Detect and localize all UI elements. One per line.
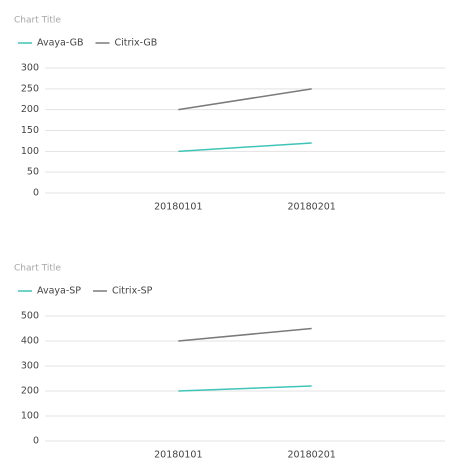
legend-label: Citrix-SP (112, 286, 153, 297)
y-tick-label: 100 (21, 146, 39, 157)
x-tick-label: 20180101 (154, 202, 202, 213)
series-line (178, 142, 312, 153)
series-line (178, 88, 312, 111)
chart-title: Chart Title (14, 16, 61, 26)
x-tick-label: 20180201 (287, 202, 335, 213)
y-tick-label: 500 (21, 311, 39, 322)
y-tick-label: 150 (21, 125, 39, 136)
x-tick-label: 20180201 (287, 450, 335, 461)
y-tick-label: 0 (33, 436, 39, 447)
y-tick-label: 200 (21, 386, 39, 397)
series-line (178, 385, 312, 392)
legend-label: Avaya-SP (37, 286, 81, 297)
chart: Chart Title 0 100 200 300 400 500 20180101 20180… (14, 264, 445, 461)
y-tick-label: 100 (21, 411, 39, 422)
chart-title: Chart Title (14, 264, 61, 274)
series-line (178, 327, 312, 342)
y-tick-label: 250 (21, 83, 39, 94)
y-tick-label: 400 (21, 336, 39, 347)
x-tick-label: 20180101 (154, 450, 202, 461)
y-tick-label: 50 (27, 167, 39, 178)
chart: Chart Title 0 50 100 150 200 250 300 20180101 201… (14, 16, 445, 213)
legend-label: Avaya-GB (37, 38, 83, 49)
y-tick-label: 300 (21, 361, 39, 372)
y-tick-label: 200 (21, 104, 39, 115)
legend-label: Citrix-GB (114, 38, 157, 49)
y-tick-label: 300 (21, 63, 39, 74)
y-tick-label: 0 (33, 188, 39, 199)
